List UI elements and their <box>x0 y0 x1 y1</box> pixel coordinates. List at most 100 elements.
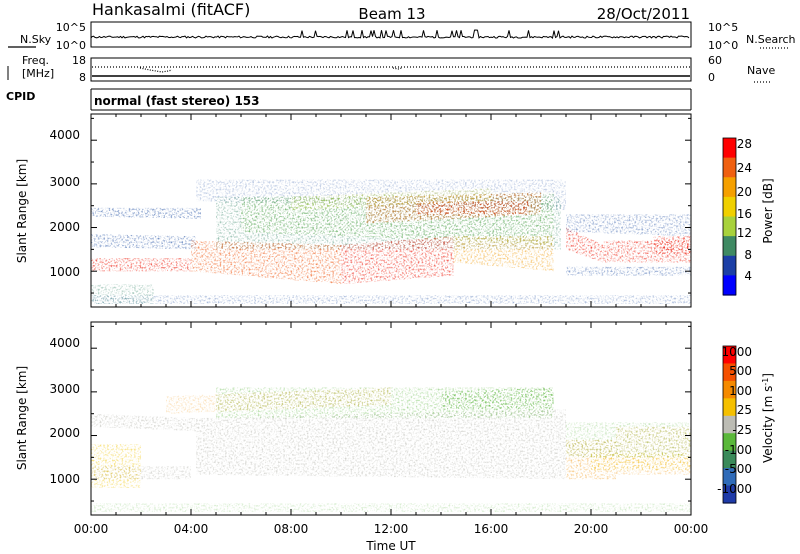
power-y-tick-2000: 2000 <box>49 220 80 234</box>
power-colorbar <box>722 137 737 296</box>
x-tick-2000: 20:00 <box>574 522 609 536</box>
power-cb-tick-16: 16 <box>737 207 752 221</box>
velocity-colorbar-label-text: Velocity [m s <box>761 386 775 463</box>
freq-label: Freq. <box>22 54 49 67</box>
velocity-axis-ticks <box>90 322 692 515</box>
freq-left-tick-bottom: 8 <box>79 71 86 84</box>
power-colorbar-swatch <box>723 275 736 296</box>
power-scatter-region <box>91 234 196 250</box>
power-heatmap <box>91 179 691 304</box>
velocity-y-axis-label: Slant Range [km] <box>15 366 29 470</box>
velocity-colorbar-swatch <box>723 468 736 487</box>
power-colorbar-frame <box>722 137 737 296</box>
power-cb-tick-28: 28 <box>737 137 752 151</box>
power-colorbar-swatch <box>723 236 736 257</box>
power-panel: 4000 3000 2000 1000 Slant Range [km] 28 … <box>15 113 775 308</box>
freq-unit-label: [MHz] <box>22 67 54 80</box>
cpid-label: CPID <box>6 90 35 103</box>
power-scatter-region <box>191 240 341 285</box>
x-axis-label: Time UT <box>365 539 416 553</box>
nave-label: Nave <box>747 64 775 77</box>
date-title: 28/Oct/2011 <box>597 5 690 23</box>
power-colorbar-swatch <box>723 216 736 237</box>
noise-right-tick-top: 10^5 <box>708 21 738 34</box>
velocity-colorbar-swatch <box>723 346 736 365</box>
noise-sky-label: N.Sky <box>20 33 52 46</box>
velocity-colorbar-label: Velocity [m s-1] <box>761 373 775 463</box>
noise-search-label: N.Search <box>746 33 796 46</box>
x-tick-2400: 00:00 <box>674 522 709 536</box>
power-scatter-region <box>91 258 191 272</box>
x-tick-0800: 08:00 <box>274 522 309 536</box>
velocity-colorbar-frame <box>722 345 737 504</box>
noise-panel-frame <box>90 21 692 48</box>
power-scatter-region <box>653 236 691 254</box>
velocity-scatter-region <box>91 413 196 432</box>
velocity-colorbar-label-exp: -1 <box>761 378 770 386</box>
power-colorbar-label: Power [dB] <box>761 178 775 243</box>
power-scatter-region <box>91 207 201 219</box>
power-scatter-region <box>453 236 554 272</box>
velocity-colorbar <box>722 345 737 504</box>
cpid-panel: CPID normal (fast stereo) 153 <box>6 88 692 111</box>
power-colorbar-swatch <box>723 255 736 276</box>
freq-panel: Freq. [MHz] 18 8 60 0 Nave <box>7 54 775 84</box>
power-cb-tick-4: 4 <box>744 269 752 283</box>
power-cb-tick-20: 20 <box>737 185 752 199</box>
power-scatter-region <box>566 227 604 263</box>
velocity-cb-tick-neg25: -25 <box>732 423 752 437</box>
freq-panel-frame <box>90 57 692 82</box>
velocity-cb-tick-1000: 1000 <box>721 345 752 359</box>
cpid-text: normal (fast stereo) 153 <box>94 94 260 108</box>
power-scatter-region <box>416 201 529 215</box>
power-y-tick-3000: 3000 <box>49 175 80 189</box>
power-y-tick-1000: 1000 <box>49 265 80 279</box>
power-colorbar-swatch <box>723 177 736 198</box>
power-scatter-region <box>91 284 154 304</box>
velocity-cb-tick-100: 100 <box>729 384 752 398</box>
velocity-scatter-region <box>196 409 566 480</box>
power-cb-tick-12: 12 <box>737 226 752 240</box>
power-y-axis-label: Slant Range [km] <box>15 159 29 263</box>
velocity-cb-tick-neg100: -100 <box>725 443 752 457</box>
velocity-scatter-region <box>441 387 554 410</box>
power-scatter-region <box>291 188 491 211</box>
freq-right-tick-top: 60 <box>708 54 722 67</box>
power-cb-tick-8: 8 <box>744 248 752 262</box>
power-colorbar-swatch <box>723 138 736 159</box>
power-cb-tick-24: 24 <box>737 161 752 175</box>
velocity-colorbar-label-close: ] <box>761 373 775 378</box>
power-axis-ticks <box>90 114 692 307</box>
x-tick-1200: 12:00 <box>374 522 409 536</box>
velocity-scatter-region <box>566 422 691 458</box>
velocity-y-tick-2000: 2000 <box>49 426 80 440</box>
noise-panel: N.Sky 10^5 10^0 10^5 10^0 N.Search <box>8 21 796 52</box>
freq-left-tick-top: 18 <box>72 54 86 67</box>
velocity-colorbar-swatch <box>723 450 736 469</box>
velocity-colorbar-swatch <box>723 363 736 382</box>
power-colorbar-swatch <box>723 157 736 178</box>
freq-right-tick-bottom: 0 <box>708 71 715 84</box>
noise-left-tick-bottom: 10^0 <box>56 39 86 52</box>
freq-trace-excursion <box>139 67 403 73</box>
velocity-panel: 4000 3000 2000 1000 Slant Range [km] 100… <box>15 321 775 516</box>
velocity-y-tick-4000: 4000 <box>49 336 80 350</box>
velocity-cb-tick-neg1000: -1000 <box>717 482 752 496</box>
velocity-scatter-region <box>166 387 391 414</box>
velocity-colorbar-swatch <box>723 398 736 417</box>
power-colorbar-swatch <box>723 196 736 218</box>
power-scatter-region <box>91 295 691 304</box>
velocity-y-tick-3000: 3000 <box>49 382 80 396</box>
x-tick-0000: 00:00 <box>74 522 109 536</box>
noise-sky-trace <box>90 29 690 39</box>
x-tick-0400: 04:00 <box>174 522 209 536</box>
power-scatter-region <box>566 266 691 276</box>
velocity-heatmap <box>91 387 691 512</box>
noise-left-tick-top: 10^5 <box>56 21 86 34</box>
velocity-colorbar-swatch <box>723 433 736 452</box>
noise-right-tick-bottom: 10^0 <box>708 39 738 52</box>
power-y-tick-4000: 4000 <box>49 128 80 142</box>
velocity-colorbar-swatch <box>723 485 736 504</box>
power-scatter-region <box>341 236 454 285</box>
